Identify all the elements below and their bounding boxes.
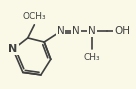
Text: N: N: [8, 44, 18, 54]
Text: N: N: [57, 26, 64, 36]
Text: OH: OH: [114, 26, 130, 36]
Text: N: N: [88, 26, 96, 36]
Text: CH₃: CH₃: [84, 53, 100, 62]
Text: N: N: [72, 26, 80, 36]
Text: OCH₃: OCH₃: [23, 12, 46, 21]
